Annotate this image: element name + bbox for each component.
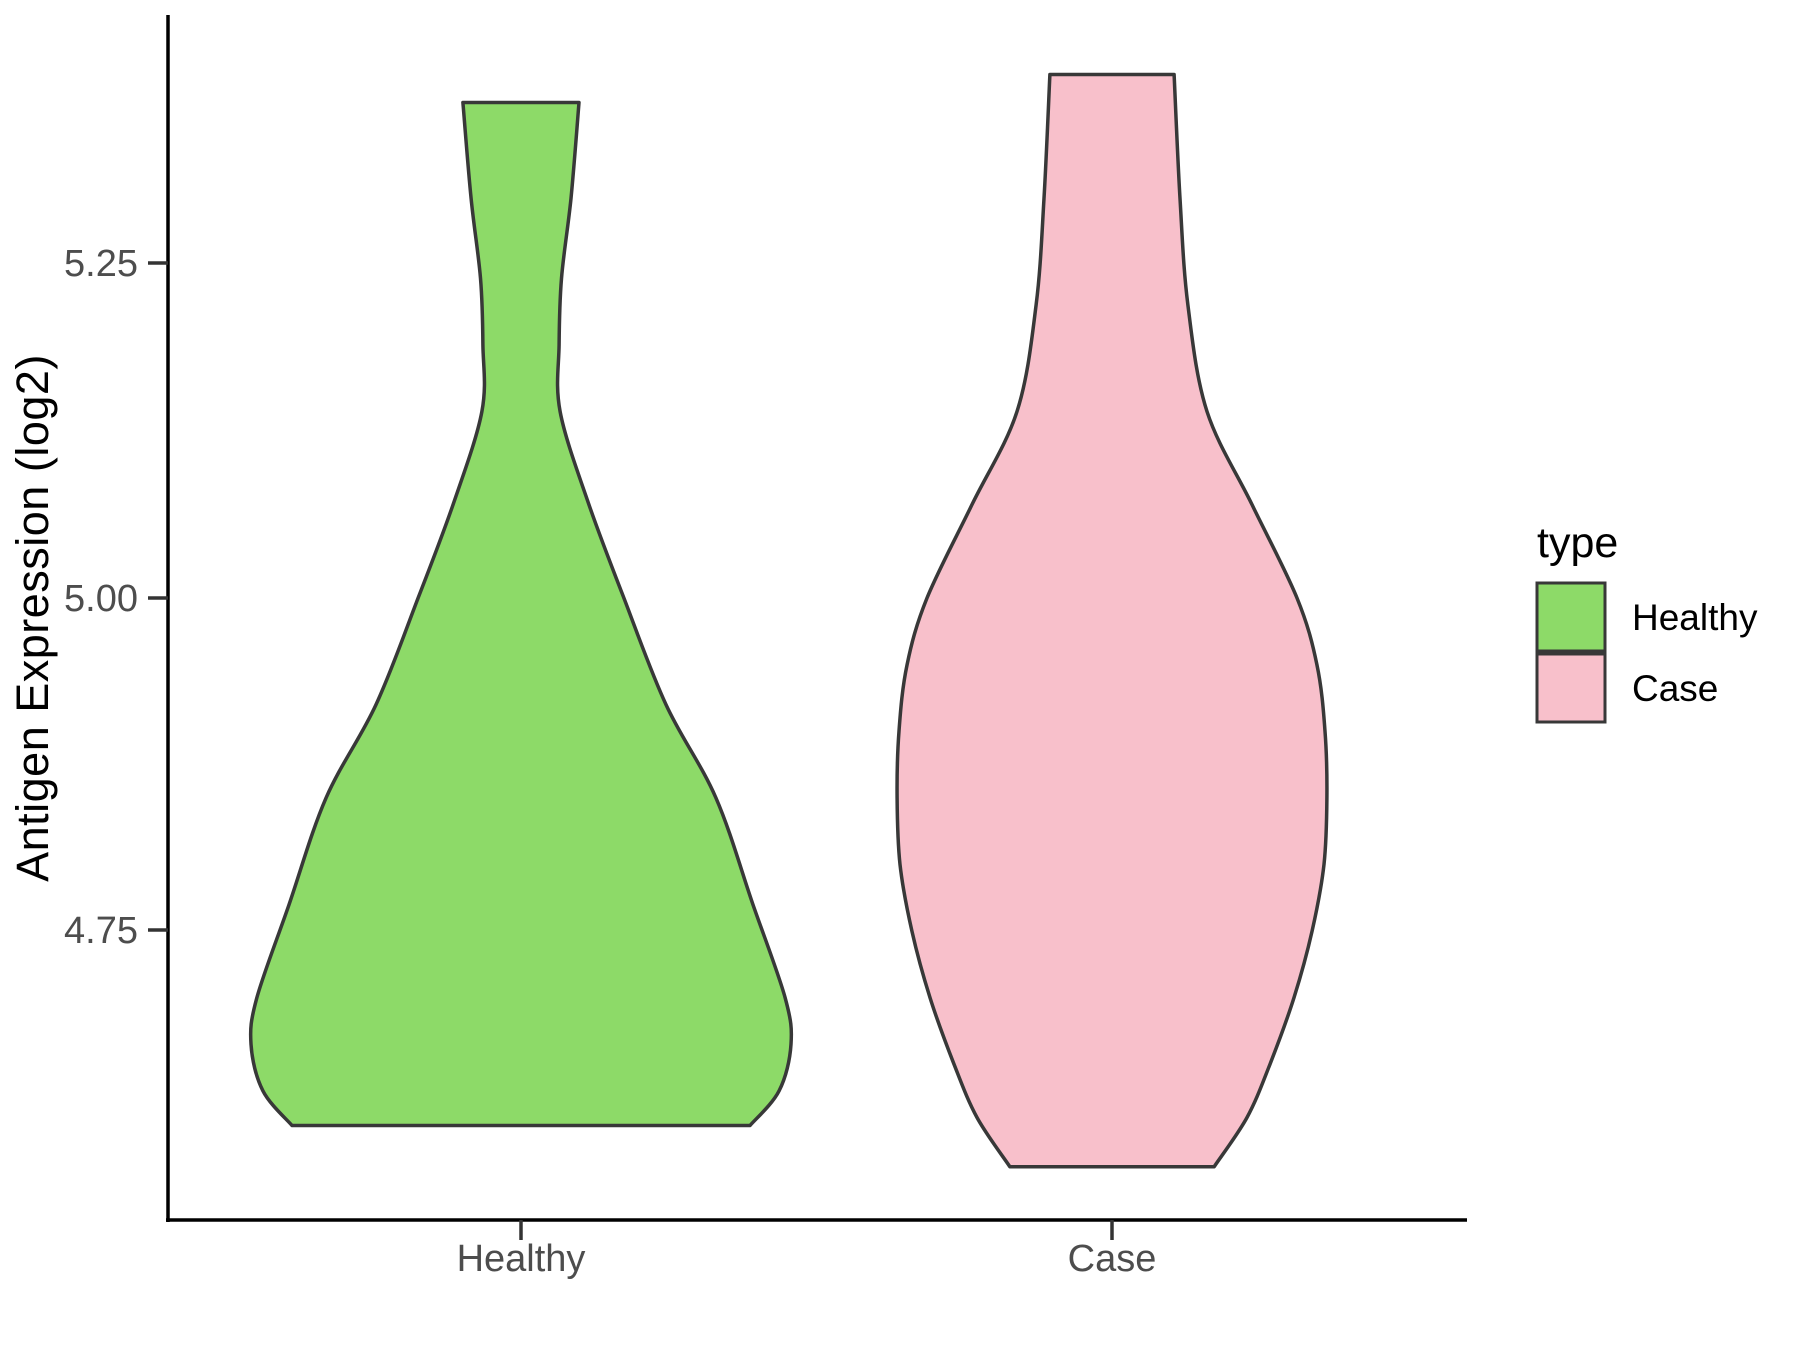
y-tick-label-5-25: 5.25: [64, 243, 138, 285]
legend-label-case: Case: [1632, 668, 1718, 709]
legend-label-healthy: Healthy: [1632, 597, 1758, 638]
legend-swatch-healthy: [1535, 581, 1607, 653]
y-tick-label-4-75: 4.75: [64, 910, 138, 952]
violins-group: [248, 72, 1329, 1169]
y-axis-title: Antigen Expression (log2): [7, 354, 58, 882]
x-tick-label-case: Case: [1068, 1238, 1157, 1280]
legend-swatch-case: [1535, 652, 1607, 724]
legend: type Healthy Case: [1535, 519, 1758, 724]
y-tick-label-5-00: 5.00: [64, 578, 138, 620]
violin-case: [895, 72, 1329, 1169]
violin-healthy: [248, 100, 794, 1128]
legend-title: type: [1537, 519, 1618, 567]
x-tick-label-healthy: Healthy: [457, 1238, 586, 1280]
